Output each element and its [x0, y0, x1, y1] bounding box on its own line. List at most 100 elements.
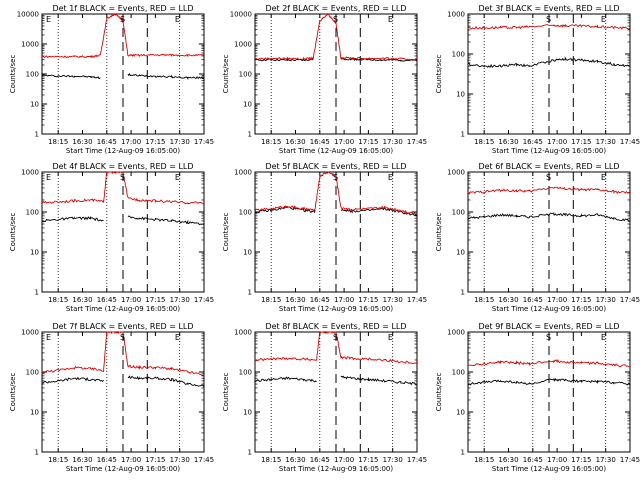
y-axis-label: Counts/sec [9, 55, 17, 94]
x-tick-label: 16:30 [285, 456, 305, 464]
x-axis-label: Start Time (12-Aug-09 16:05:00) [492, 305, 606, 313]
x-tick-label: 17:15 [145, 296, 165, 304]
end-marker-label: E [46, 333, 51, 342]
y-tick-label: 1000 [447, 329, 465, 337]
x-tick-label: 17:45 [407, 296, 427, 304]
x-tick-label: 17:00 [547, 456, 567, 464]
series-line-events [41, 215, 205, 226]
chart-title: Det 8f BLACK = Events, RED = LLD [265, 322, 406, 331]
x-axis-label: Start Time (12-Aug-09 16:05:00) [279, 465, 393, 473]
y-tick-label: 1 [461, 131, 465, 139]
chart-title: Det 3f BLACK = Events, RED = LLD [478, 4, 619, 13]
x-tick-label: 16:30 [498, 138, 518, 146]
x-tick-label: 17:30 [596, 138, 616, 146]
x-tick-label: 16:45 [310, 296, 330, 304]
x-tick-label: 17:00 [121, 296, 141, 304]
start-marker-label: S [333, 15, 338, 24]
y-axis-label: Counts/sec [222, 373, 230, 412]
x-tick-label: 16:30 [285, 296, 305, 304]
start-marker-label: S [120, 333, 125, 342]
x-tick-label: 17:15 [358, 296, 378, 304]
series-line-events [467, 56, 631, 68]
y-axis-label: Counts/sec [222, 213, 230, 252]
x-tick-label: 17:15 [358, 138, 378, 146]
y-tick-label: 1 [248, 289, 252, 297]
x-tick-label: 17:30 [170, 296, 190, 304]
y-tick-label: 1 [461, 449, 465, 457]
series-line-lld [41, 331, 205, 376]
x-tick-label: 17:15 [145, 138, 165, 146]
chart-panel-6: Det 6f BLACK = Events, RED = LLD 18:15 16:… [435, 162, 640, 313]
chart-title: Det 9f BLACK = Events, RED = LLD [478, 322, 619, 331]
y-tick-label: 1 [35, 449, 39, 457]
y-tick-label: 100 [239, 71, 252, 79]
x-tick-label: 17:45 [194, 456, 214, 464]
y-tick-label: 1 [35, 131, 39, 139]
y-tick-label: 10 [243, 409, 252, 417]
start-marker-label: S [333, 333, 338, 342]
y-tick-label: 1 [248, 131, 252, 139]
x-tick-label: 17:15 [145, 456, 165, 464]
series-line-lld [467, 186, 631, 195]
y-tick-label: 10000 [17, 11, 39, 19]
x-tick-label: 18:15 [261, 456, 281, 464]
x-tick-label: 17:30 [596, 296, 616, 304]
x-tick-label: 16:45 [523, 138, 543, 146]
x-tick-label: 17:15 [358, 456, 378, 464]
x-tick-label: 16:45 [523, 296, 543, 304]
end-marker-label: E [175, 333, 180, 342]
x-tick-label: 16:30 [498, 296, 518, 304]
x-axis-label: Start Time (12-Aug-09 16:05:00) [279, 305, 393, 313]
chart-title: Det 2f BLACK = Events, RED = LLD [265, 4, 406, 13]
x-tick-label: 18:15 [474, 456, 494, 464]
series-line-events [467, 377, 631, 386]
chart-panel-8: Det 8f BLACK = Events, RED = LLD 18:15 16:… [222, 322, 427, 473]
x-axis-label: Start Time (12-Aug-09 16:05:00) [66, 305, 180, 313]
y-axis-label: Counts/sec [9, 213, 17, 252]
y-tick-label: 100 [239, 369, 252, 377]
series-line-events [41, 375, 205, 388]
x-tick-label: 17:00 [334, 138, 354, 146]
x-tick-label: 17:15 [571, 456, 591, 464]
chart-panel-9: Det 9f BLACK = Events, RED = LLD 18:15 16:… [435, 322, 640, 473]
series-line-events [254, 375, 418, 386]
y-tick-label: 100 [239, 209, 252, 217]
x-tick-label: 18:15 [261, 296, 281, 304]
end-marker-label: E [388, 333, 393, 342]
x-tick-label: 18:15 [48, 456, 68, 464]
y-tick-label: 1 [35, 289, 39, 297]
y-tick-label: 1000 [447, 169, 465, 177]
x-tick-label: 17:45 [194, 296, 214, 304]
y-tick-label: 100 [452, 209, 465, 217]
y-tick-label: 1 [461, 289, 465, 297]
x-tick-label: 17:00 [334, 456, 354, 464]
end-marker-label: E [601, 15, 606, 24]
series-line-lld [41, 13, 205, 59]
x-tick-label: 17:15 [571, 296, 591, 304]
end-marker-label: E [388, 173, 393, 182]
x-tick-label: 17:45 [407, 456, 427, 464]
start-marker-label: S [120, 15, 125, 24]
series-line-lld [254, 171, 418, 216]
x-tick-label: 17:30 [383, 456, 403, 464]
x-tick-label: 17:45 [620, 138, 640, 146]
chart-title: Det 5f BLACK = Events, RED = LLD [265, 162, 406, 171]
y-tick-label: 100 [26, 209, 39, 217]
x-axis-label: Start Time (12-Aug-09 16:05:00) [492, 465, 606, 473]
y-tick-label: 10 [456, 409, 465, 417]
x-tick-label: 17:30 [383, 138, 403, 146]
y-tick-label: 1000 [21, 329, 39, 337]
x-tick-label: 16:30 [72, 456, 92, 464]
series-line-lld [254, 13, 418, 61]
x-tick-label: 16:30 [498, 456, 518, 464]
end-marker-label: E [388, 15, 393, 24]
y-tick-label: 10 [456, 249, 465, 257]
x-axis-label: Start Time (12-Aug-09 16:05:00) [66, 147, 180, 155]
y-axis-label: Counts/sec [222, 55, 230, 94]
x-tick-label: 17:15 [571, 138, 591, 146]
x-tick-label: 16:30 [72, 138, 92, 146]
y-tick-label: 10 [30, 249, 39, 257]
end-marker-label: E [175, 15, 180, 24]
y-tick-label: 10 [30, 101, 39, 109]
